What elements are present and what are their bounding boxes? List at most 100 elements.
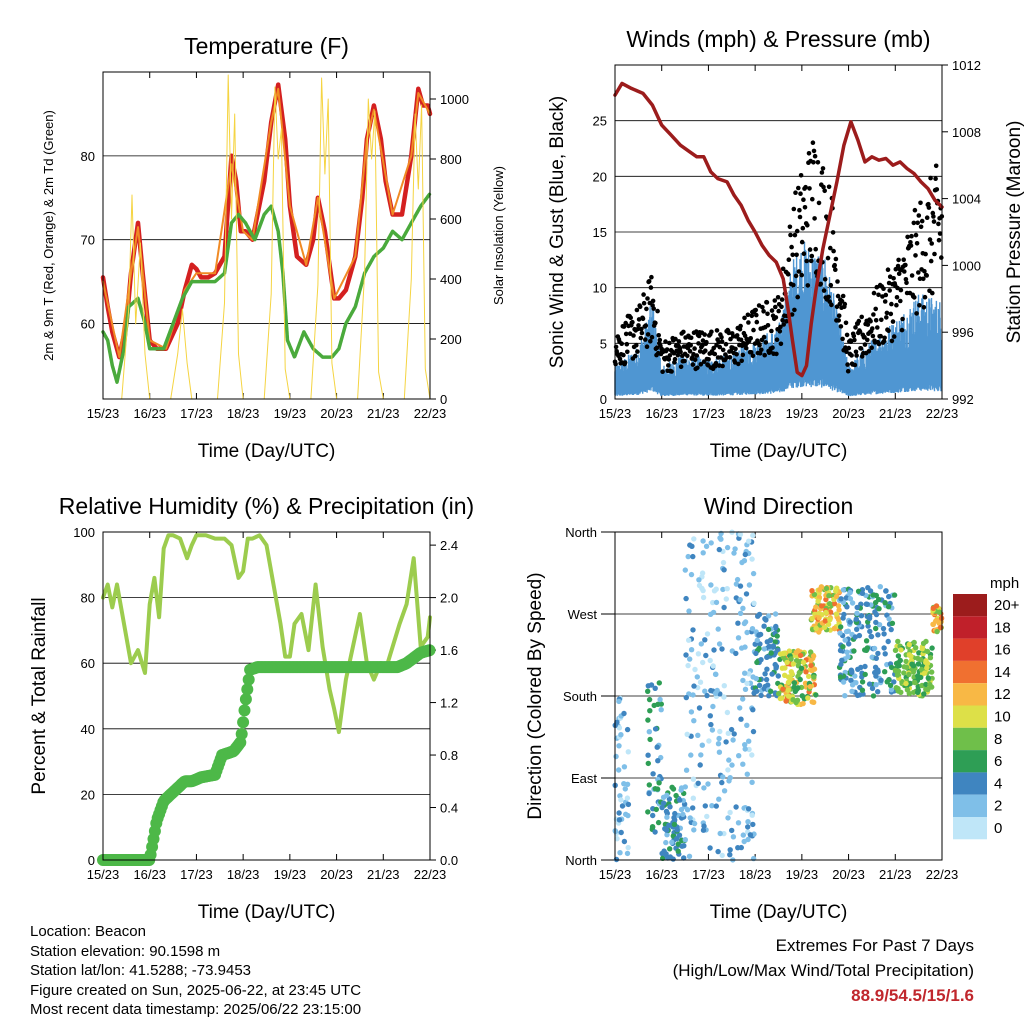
- gust-dot: [895, 285, 900, 291]
- gust-dot: [886, 328, 891, 334]
- gust-dot: [649, 274, 654, 280]
- gust-dot: [924, 273, 929, 278]
- x-tick-label: 15/23: [87, 867, 120, 882]
- direction-dot: [740, 761, 746, 767]
- direction-dot: [669, 784, 675, 790]
- gust-dot: [871, 312, 876, 317]
- direction-dot: [678, 806, 685, 813]
- x-tick-label: 16/23: [645, 406, 678, 421]
- direction-dot: [695, 732, 701, 738]
- direction-dot: [725, 767, 731, 773]
- gust-dot: [826, 184, 832, 190]
- direction-dot: [710, 703, 716, 710]
- gust-dot: [706, 357, 711, 362]
- gust-dot: [921, 305, 927, 310]
- gust-dot: [936, 221, 941, 227]
- direction-dot: [717, 535, 723, 541]
- x-tick-label: 16/23: [645, 867, 678, 882]
- gust-dot: [898, 298, 903, 304]
- gust-dot: [657, 337, 663, 343]
- x-tick-label: 15/23: [87, 406, 120, 421]
- x-tick-label: 20/23: [832, 406, 865, 421]
- gust-dot: [836, 313, 842, 319]
- y-tick-label-right: 1008: [952, 125, 981, 140]
- gust-dot: [666, 357, 672, 362]
- gust-dot: [750, 353, 756, 359]
- direction-dot: [846, 641, 852, 647]
- colorbar: mph 20+ 18 16 14 12 10 8 6 4 2 0: [953, 575, 1020, 840]
- direction-dot: [717, 728, 723, 735]
- direction-dot: [737, 531, 744, 538]
- extremes-title: Extremes For Past 7 Days: [775, 936, 974, 955]
- gust-dot: [780, 317, 785, 323]
- panel-4: Wind Direction 15/23 16/23 17/23 18/23 19/23 2…: [525, 493, 958, 923]
- gust-dot: [813, 246, 818, 252]
- direction-dot: [645, 683, 651, 689]
- x-tick-label: 18/23: [227, 867, 260, 882]
- gust-dot: [806, 151, 812, 156]
- colorbar-label: 4: [994, 775, 1002, 792]
- direction-dot: [873, 655, 879, 661]
- direction-dot: [741, 620, 748, 627]
- direction-dot: [768, 650, 774, 656]
- gust-dot: [929, 241, 934, 246]
- gust-dot: [843, 345, 848, 350]
- gust-dot: [654, 345, 660, 351]
- colorbar-swatch: [953, 616, 987, 639]
- direction-dot: [686, 608, 692, 614]
- direction-dot: [649, 824, 656, 830]
- direction-dot: [886, 616, 892, 622]
- direction-dot: [875, 689, 881, 695]
- direction-dot: [646, 790, 652, 797]
- direction-dot: [682, 784, 688, 790]
- gust-dot: [937, 231, 943, 236]
- direction-dot: [833, 611, 840, 617]
- direction-dot: [865, 623, 871, 629]
- gust-dot: [613, 361, 618, 367]
- gust-dot: [899, 327, 905, 333]
- gust-dot: [774, 351, 779, 357]
- y-tick-label: 0: [600, 392, 607, 407]
- direction-dot: [895, 638, 901, 645]
- direction-dot: [723, 596, 729, 602]
- gust-dot: [885, 267, 891, 273]
- direction-dot: [685, 553, 691, 560]
- direction-dot: [888, 626, 894, 633]
- direction-dot: [612, 828, 619, 835]
- x-tick-label: 17/23: [692, 867, 725, 882]
- gust-dot: [627, 331, 633, 337]
- direction-dot: [869, 685, 876, 692]
- gust-dot: [903, 277, 909, 282]
- direction-dot: [621, 781, 627, 787]
- direction-dot: [781, 650, 788, 656]
- station-elevation: Station elevation: 90.1598 m: [30, 942, 221, 960]
- gust-dot: [849, 353, 854, 358]
- direction-dot: [756, 682, 763, 689]
- y-axis-label: Sonic Wind & Gust (Blue, Black): [547, 96, 568, 368]
- gust-dot: [727, 355, 733, 360]
- y-tick-label-right: 1.6: [440, 643, 458, 658]
- y-tick-label-right: 2.0: [440, 591, 458, 606]
- gust-dot: [889, 301, 894, 307]
- gust-dot: [913, 253, 918, 258]
- gust-dot: [781, 322, 786, 327]
- gust-dot: [891, 276, 896, 281]
- direction-dot: [688, 571, 695, 578]
- direction-dot: [745, 836, 751, 843]
- y-tick-label: 70: [81, 233, 95, 248]
- direction-dot: [888, 687, 895, 693]
- gust-dot: [643, 323, 649, 328]
- gust-dot: [865, 322, 871, 327]
- direction-dot: [906, 641, 912, 648]
- direction-dot: [667, 846, 673, 852]
- rain-dot: [239, 693, 252, 706]
- direction-dot: [698, 752, 704, 758]
- gust-dot: [811, 148, 817, 154]
- direction-dot: [790, 697, 796, 703]
- gust-dot: [663, 339, 668, 344]
- direction-dot: [772, 661, 778, 668]
- direction-dot: [745, 806, 752, 812]
- gust-dot: [933, 163, 939, 169]
- gust-dot: [739, 358, 744, 364]
- direction-dot: [624, 726, 631, 733]
